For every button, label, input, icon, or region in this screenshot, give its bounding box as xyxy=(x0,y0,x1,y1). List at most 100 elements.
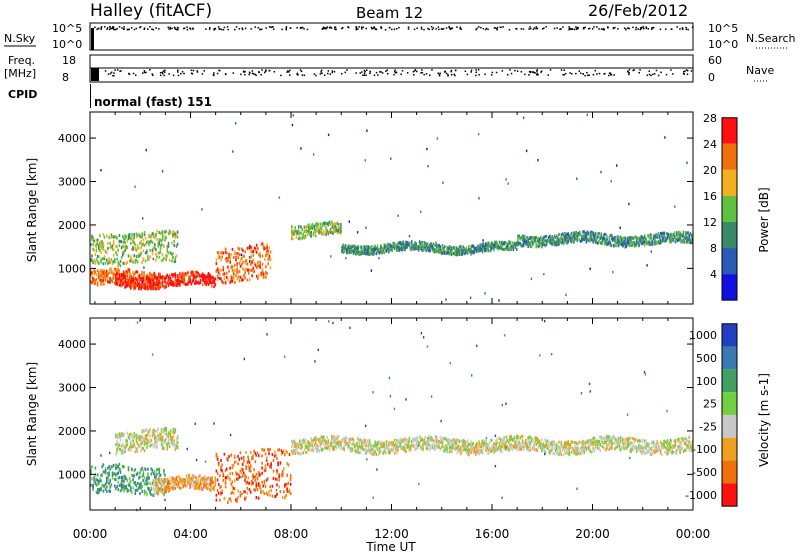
velocity-cell xyxy=(164,486,166,490)
power-cell xyxy=(673,231,676,235)
power-cell xyxy=(324,223,326,227)
velocity-cell xyxy=(120,432,123,436)
power-cell xyxy=(610,244,613,248)
power-cell xyxy=(268,257,271,261)
power-cell xyxy=(422,247,424,251)
power-scatter-cell xyxy=(327,133,330,137)
velocity-cell xyxy=(127,489,130,493)
power-cell xyxy=(242,267,244,271)
power-cell xyxy=(307,232,309,236)
velocity-cell xyxy=(230,499,233,503)
power-cell xyxy=(605,239,607,243)
power-cell xyxy=(116,275,118,279)
power-cell xyxy=(97,274,100,277)
power-cell xyxy=(556,240,558,244)
power-cell xyxy=(577,232,580,236)
power-cell xyxy=(434,249,437,253)
power-cell xyxy=(157,284,159,288)
velocity-cell xyxy=(189,485,191,489)
velocity-cell xyxy=(333,448,335,451)
power-cell xyxy=(422,245,424,248)
power-cell xyxy=(227,278,229,282)
power-scatter-cell xyxy=(426,147,428,151)
power-cell xyxy=(168,278,171,282)
nsky-point xyxy=(96,28,98,31)
freq-point xyxy=(683,71,685,73)
velocity-cell xyxy=(166,477,169,481)
velocity-cell xyxy=(372,446,374,450)
power-cell xyxy=(95,243,98,247)
power-cell xyxy=(212,275,214,279)
velocity-cell xyxy=(104,471,107,475)
velocity-cell xyxy=(140,484,142,488)
power-cell xyxy=(313,224,316,228)
power-cell xyxy=(383,251,386,255)
power-cell xyxy=(119,277,122,281)
power-scatter-cell xyxy=(201,208,203,211)
velocity-cell xyxy=(141,436,143,440)
power-cell xyxy=(259,260,261,264)
power-cell xyxy=(249,244,251,248)
velocity-cell xyxy=(359,446,362,449)
power-cell xyxy=(339,231,341,235)
velocity-cell xyxy=(366,439,368,443)
power-cell xyxy=(485,249,487,253)
velocity-cell xyxy=(260,488,262,492)
power-cell xyxy=(165,229,167,233)
power-cell xyxy=(96,269,99,273)
freq-point xyxy=(331,70,334,72)
power-cell xyxy=(130,259,132,263)
velocity-cell xyxy=(143,482,146,486)
velocity-cell xyxy=(115,467,117,470)
velocity-cell xyxy=(195,485,197,489)
power-cell xyxy=(265,275,267,279)
nsky-point xyxy=(149,26,151,28)
freq-point xyxy=(475,74,477,77)
nsky-point xyxy=(582,27,585,29)
power-cell xyxy=(165,283,167,287)
velocity-cell xyxy=(152,487,155,491)
power-scatter-cell xyxy=(345,257,347,260)
power-cell xyxy=(535,245,537,249)
velocity-cell xyxy=(224,478,227,482)
power-cell xyxy=(398,245,400,249)
power-cell xyxy=(624,245,627,249)
velocity-cell xyxy=(102,470,105,474)
power-scatter-cell xyxy=(616,164,618,167)
freq-point xyxy=(264,71,266,74)
velocity-cell xyxy=(157,483,159,487)
power-cell xyxy=(123,245,125,249)
velocity-cell xyxy=(158,438,161,442)
velocity-cell xyxy=(273,495,276,499)
power-cell xyxy=(172,256,174,260)
power-cell xyxy=(106,258,108,262)
power-cell xyxy=(109,276,111,280)
velocity-cell xyxy=(164,439,166,442)
nsky-point xyxy=(494,27,496,29)
freq-point xyxy=(363,69,366,72)
velocity-cell xyxy=(204,478,206,482)
power-cell xyxy=(688,234,690,238)
power-cell xyxy=(167,279,170,283)
velocity-cell xyxy=(219,498,221,502)
power-cell xyxy=(337,229,340,233)
nsky-point xyxy=(460,28,463,30)
nsky-point xyxy=(234,28,236,31)
velocity-cell xyxy=(378,451,381,455)
nsky-point xyxy=(169,28,172,30)
velocity-cell xyxy=(362,443,365,447)
velocity-cell xyxy=(367,446,370,450)
freq-point xyxy=(609,73,612,76)
velocity-cell xyxy=(323,438,325,442)
power-cell xyxy=(559,237,561,241)
velocity-cell xyxy=(392,441,395,445)
power-cell xyxy=(222,272,225,276)
velocity-cell xyxy=(225,467,228,471)
freq-point xyxy=(114,69,116,71)
power-cell xyxy=(156,229,158,233)
power-cell xyxy=(537,240,540,244)
power-cell xyxy=(659,239,662,243)
power-cell xyxy=(141,232,143,236)
nsky-point xyxy=(189,28,192,30)
power-cell xyxy=(141,285,143,289)
